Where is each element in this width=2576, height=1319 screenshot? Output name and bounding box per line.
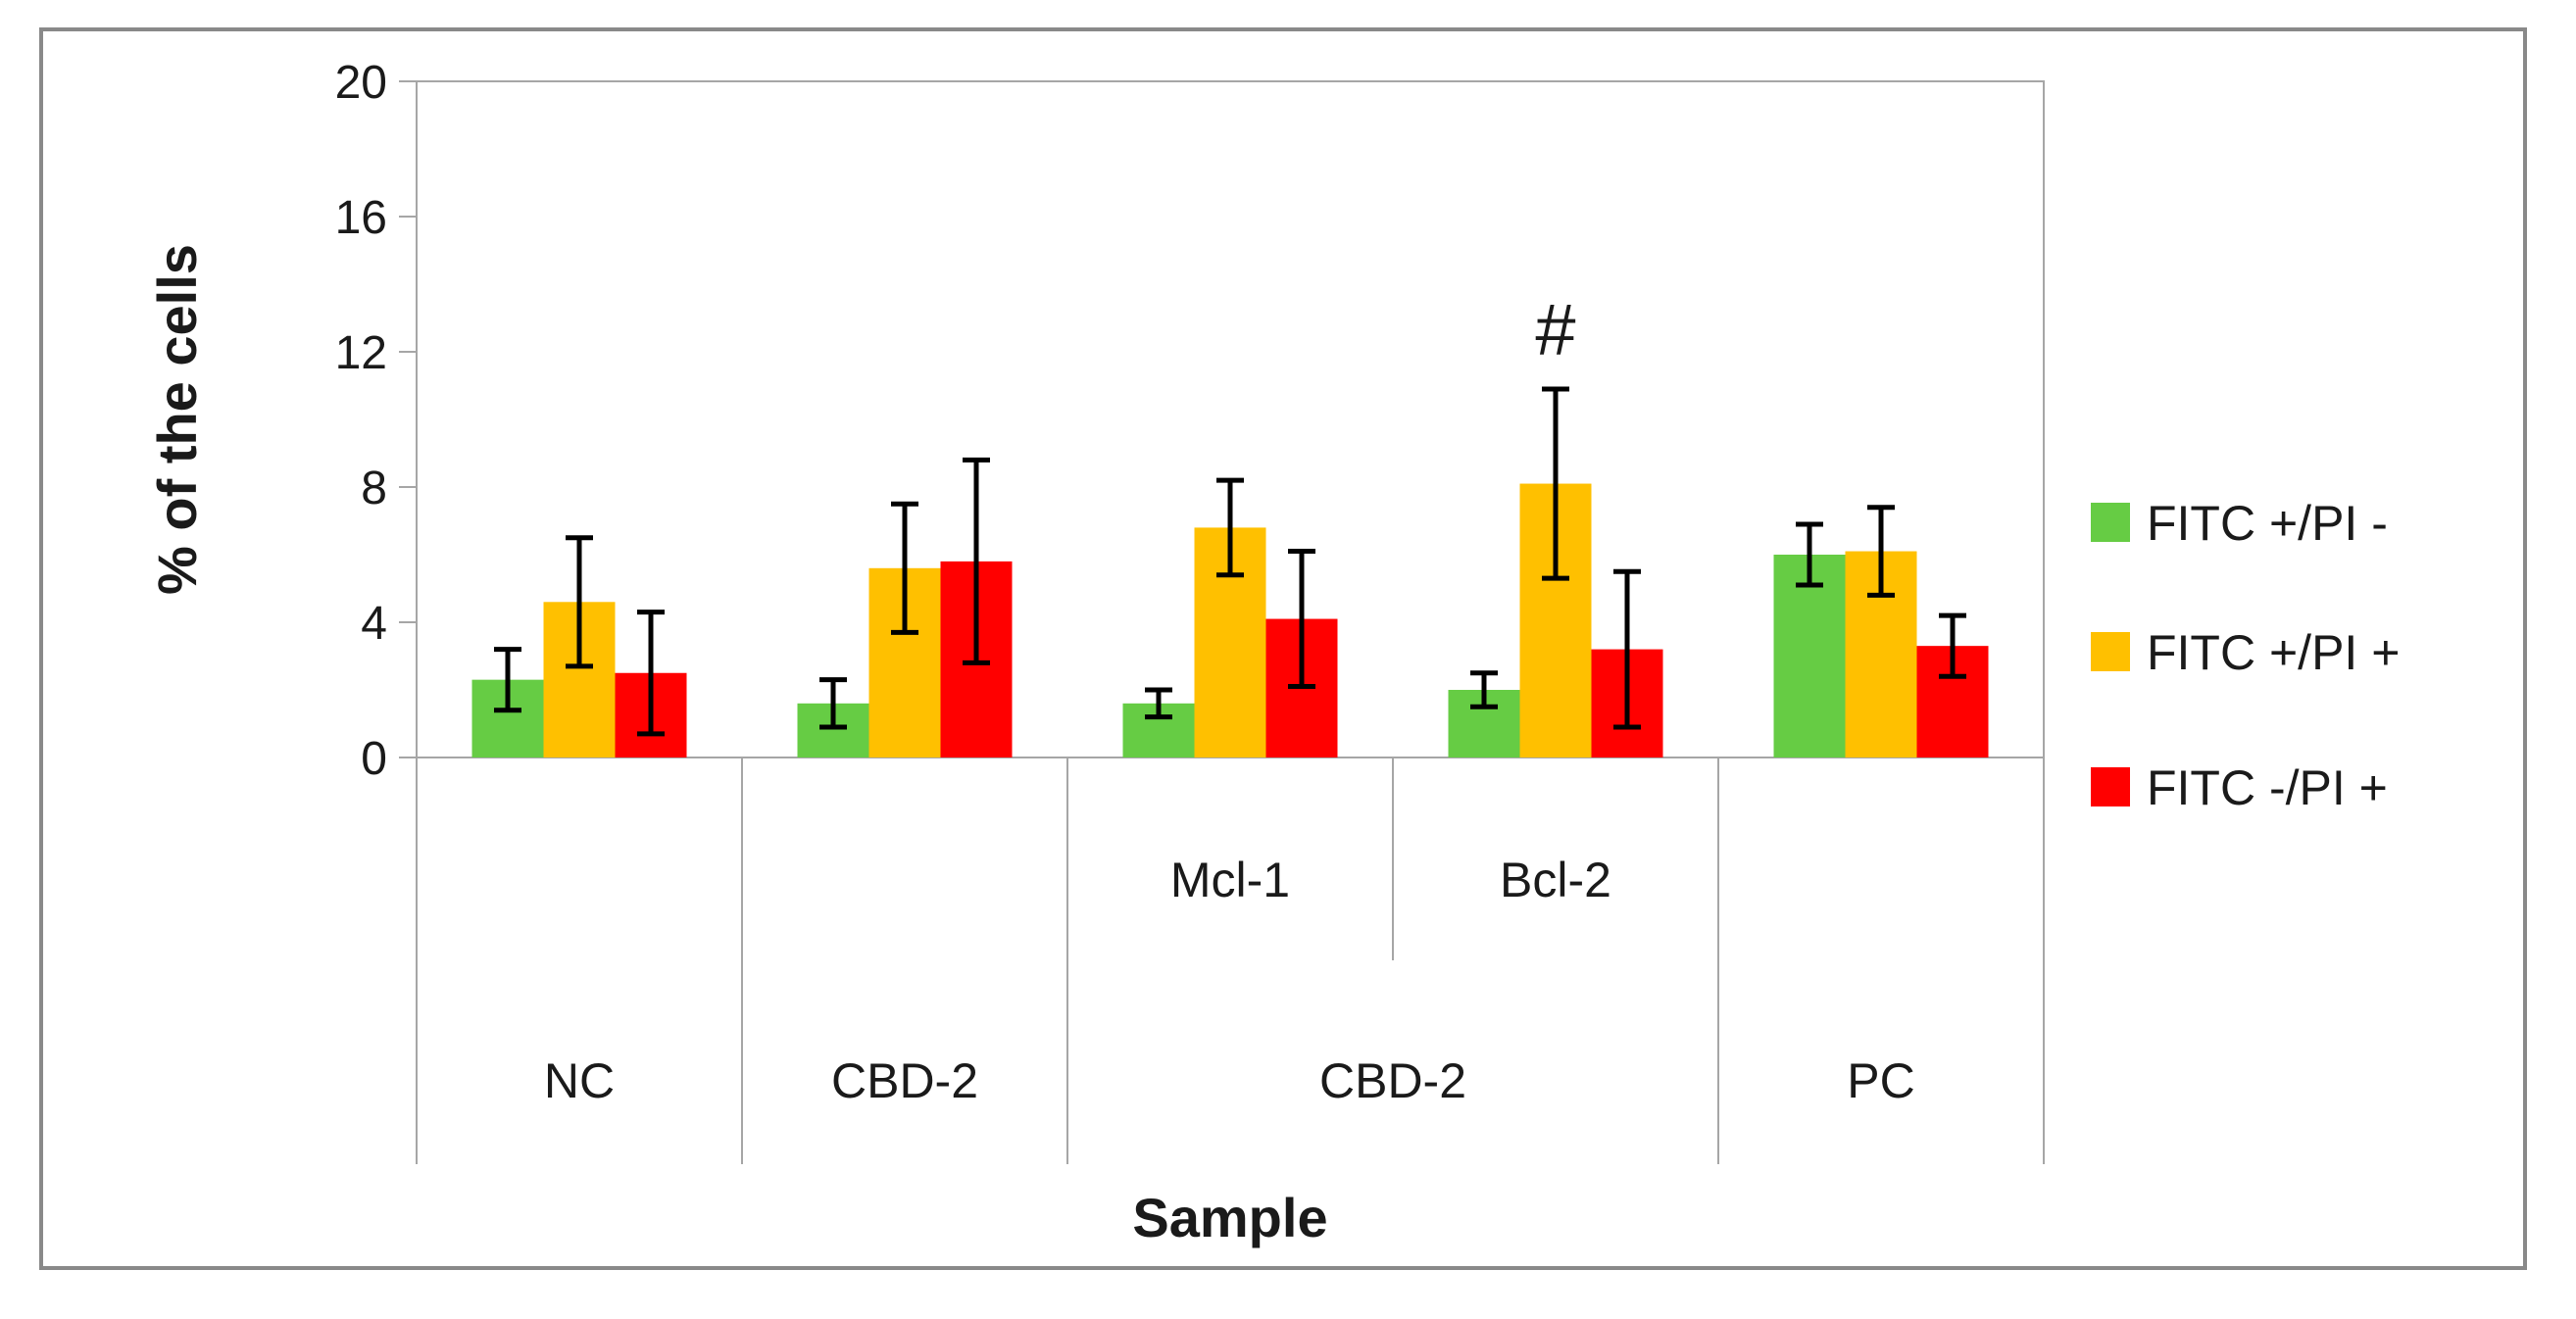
bar-series: # (471, 289, 1989, 757)
x-axis-title: Sample (1132, 1187, 1327, 1248)
y-tick-label: 0 (361, 733, 387, 785)
legend-swatch (2091, 632, 2130, 671)
category-label-level2: CBD-2 (831, 1053, 978, 1108)
y-tick-label: 20 (335, 57, 387, 109)
category-label-level2: PC (1847, 1053, 1914, 1108)
y-axis: 0 4 8 12 16 20 (335, 57, 417, 785)
y-tick-label: 12 (335, 327, 387, 379)
significance-marker: # (1535, 289, 1575, 370)
legend-label: FITC -/PI + (2147, 760, 2388, 815)
legend-label: FITC +/PI + (2147, 625, 2400, 680)
y-tick-label: 4 (361, 598, 387, 650)
category-label-level1: Mcl-1 (1170, 853, 1290, 907)
x-axis: Mcl-1 Bcl-2 NC CBD-2 CBD-2 PC (416, 757, 2045, 1164)
category-label-level1: Bcl-2 (1500, 853, 1611, 907)
y-axis-title: % of the cells (146, 244, 208, 595)
y-tick-label: 8 (361, 463, 387, 514)
bar (1773, 555, 1846, 757)
y-tick-label: 16 (335, 192, 387, 244)
category-label-level2: NC (544, 1053, 615, 1108)
legend-label: FITC +/PI - (2147, 496, 2388, 551)
legend: FITC +/PI - FITC +/PI + FITC -/PI + (2091, 496, 2400, 815)
category-label-level2: CBD-2 (1319, 1053, 1466, 1108)
legend-swatch (2091, 767, 2130, 806)
legend-swatch (2091, 503, 2130, 542)
